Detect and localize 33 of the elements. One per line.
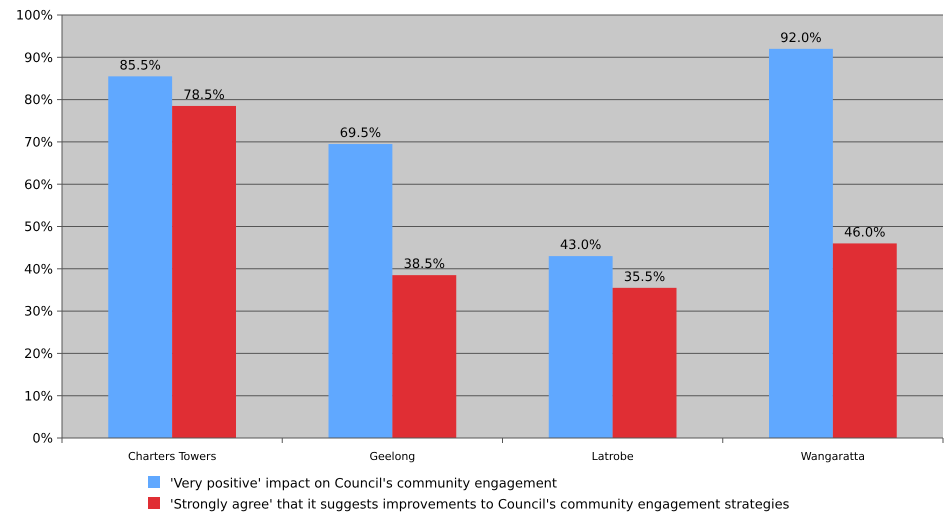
x-tick-label: Charters Towers	[128, 450, 217, 463]
y-tick-label: 10%	[24, 389, 53, 404]
data-label: 69.5%	[340, 126, 382, 142]
data-label: 43.0%	[560, 238, 602, 254]
y-tick-label: 90%	[24, 50, 53, 66]
data-label: 38.5%	[404, 257, 445, 272]
data-label: 78.5%	[183, 88, 225, 103]
x-tick-label: Wangaratta	[800, 450, 865, 463]
y-tick-label: 40%	[24, 262, 53, 278]
bar	[392, 275, 456, 438]
y-tick-label: 20%	[24, 346, 53, 362]
y-tick-label: 60%	[24, 178, 53, 193]
legend-label: 'Strongly agree' that it suggests improvements to Council's community engagement strategies	[170, 498, 790, 513]
bar	[548, 256, 613, 438]
x-tick-label: Latrobe	[592, 450, 634, 463]
bar	[612, 288, 676, 438]
y-tick-label: 80%	[24, 93, 53, 108]
data-label: 35.5%	[624, 270, 666, 285]
legend-label: 'Very positive' impact on Council's community engagement	[170, 476, 558, 492]
x-tick-label: Geelong	[369, 450, 416, 463]
data-label: 85.5%	[120, 58, 161, 74]
bar	[108, 76, 172, 438]
y-tick-label: 50%	[24, 220, 53, 236]
bar	[832, 243, 897, 438]
y-tick-label: 30%	[24, 304, 53, 320]
y-tick-label: 0%	[32, 432, 53, 447]
bar	[769, 48, 833, 438]
data-label: 92.0%	[780, 30, 822, 46]
y-tick-label: 70%	[24, 135, 53, 150]
y-tick-label: 100%	[16, 8, 53, 24]
bar	[172, 106, 236, 438]
bar	[328, 144, 392, 438]
data-label: 46.0%	[844, 225, 886, 240]
